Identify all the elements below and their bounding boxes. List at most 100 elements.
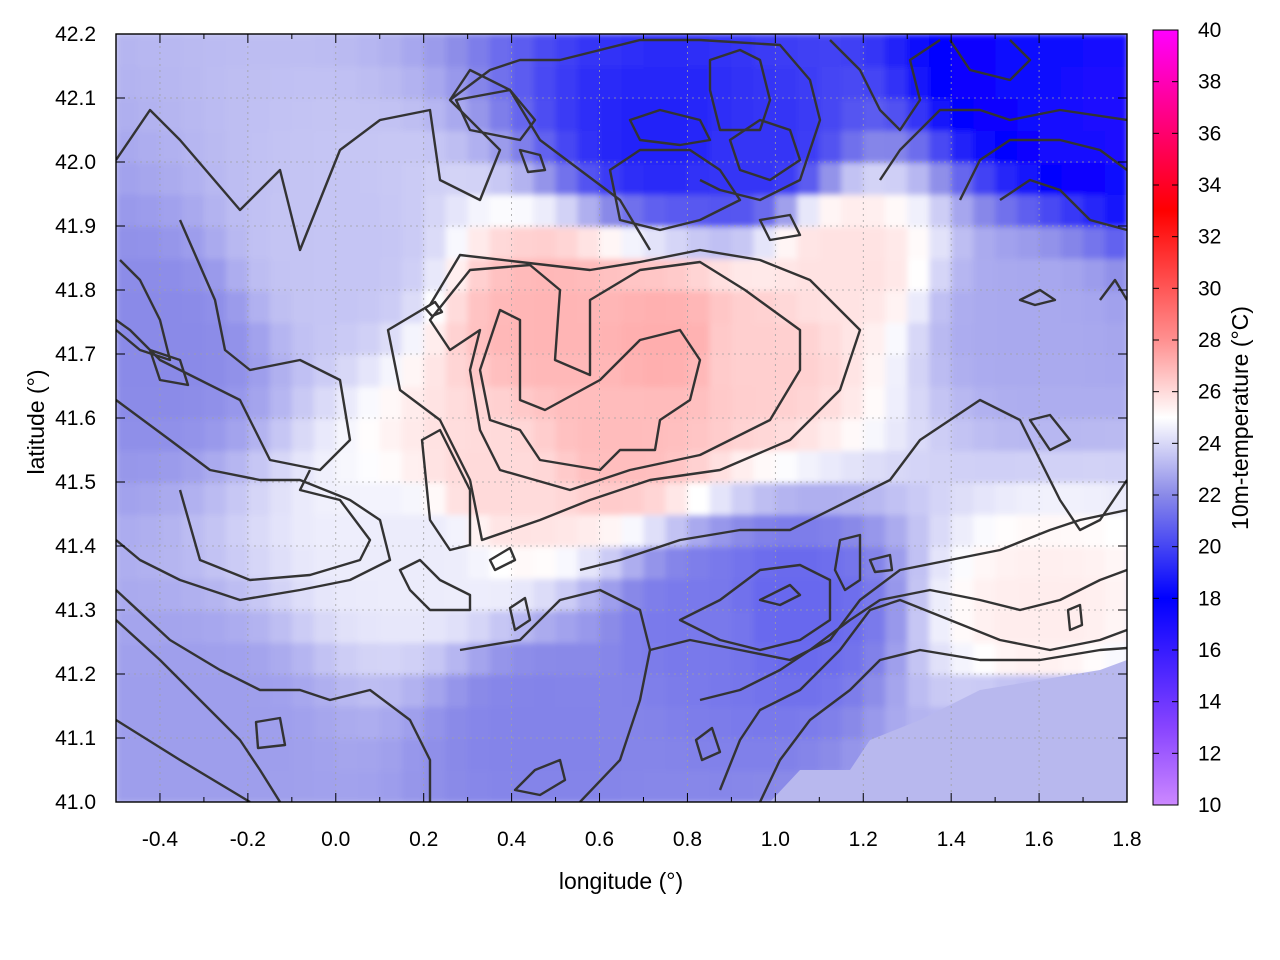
field-cell [797,290,821,323]
field-cell [1039,34,1063,67]
field-cell [1061,482,1085,515]
field-cell [379,34,403,67]
field-cell [907,418,931,451]
field-cell [929,66,953,99]
field-cell [401,354,425,387]
field-cell [775,450,799,483]
field-cell [533,34,557,67]
field-cell [1017,546,1041,579]
field-cell [489,482,513,515]
field-cell [1105,194,1127,227]
field-cell [379,674,403,707]
field-cell [291,98,315,131]
field-cell [797,98,821,131]
contour-line [1018,288,1057,307]
field-cell [313,514,337,547]
field-cell [665,290,689,323]
field-cell [489,354,513,387]
field-cell [1039,226,1063,259]
y-tick-label: 42.2 [55,23,96,46]
field-cell [775,674,799,707]
field-cell [1017,194,1041,227]
field-cell [357,738,381,771]
field-cell [225,386,249,419]
field-cell [973,514,997,547]
field-cell [797,482,821,515]
field-cell [555,610,579,643]
field-cell [841,322,865,355]
field-cell [401,130,425,163]
contour-line [116,68,652,252]
field-cell [907,610,931,643]
field-cell [247,450,271,483]
field-cell [907,386,931,419]
field-cell [313,450,337,483]
y-tick-label: 41.3 [55,599,96,622]
field-cell [599,34,623,67]
field-cell [357,770,381,802]
field-cell [797,322,821,355]
field-cell [577,258,601,291]
field-cell [247,130,271,163]
field-cell [995,290,1019,323]
field-cell [225,322,249,355]
field-cell [1061,290,1085,323]
field-cell [687,34,711,67]
field-cell [841,162,865,195]
field-cell [599,386,623,419]
field-cell [709,418,733,451]
field-cell [555,194,579,227]
field-cell [797,610,821,643]
field-cell [181,98,205,131]
field-cell [951,98,975,131]
field-cell [863,34,887,67]
x-tick-label: 0.2 [409,828,438,851]
field-cell [1105,450,1127,483]
field-cell [138,66,161,99]
field-cell [379,258,403,291]
field-cell [1039,610,1063,643]
field-cell [533,98,557,131]
field-cell [225,578,249,611]
field-cell [599,514,623,547]
field-cell [160,386,183,419]
field-cell [138,514,161,547]
field-cell [951,610,975,643]
field-cell [489,738,513,771]
field-cell [379,578,403,611]
field-cell [577,546,601,579]
field-cell [621,674,645,707]
field-cell [643,706,667,739]
contour-line [708,48,772,132]
field-cell [731,130,755,163]
field-cell [687,226,711,259]
field-cell [1083,322,1106,355]
field-cell [423,450,447,483]
field-cell [160,290,183,323]
field-cell [1017,98,1041,131]
field-cell [731,546,755,579]
field-cell [511,162,535,195]
field-cell [951,162,975,195]
colorbar-tick-label: 10 [1198,794,1221,817]
field-cell [489,194,513,227]
field-cell [1017,354,1041,387]
field-cell [995,130,1019,163]
field-cell [269,770,293,802]
field-cell [116,642,139,675]
field-cell [841,450,865,483]
field-cell [929,98,953,131]
field-cells [116,34,1127,802]
field-cell [951,34,975,67]
field-cell [995,66,1019,99]
field-cell [467,162,491,195]
contour-line [868,553,894,574]
field-cell [445,290,469,323]
field-cell [1039,546,1063,579]
field-cell [357,162,381,195]
field-cell [929,610,953,643]
field-cell [555,258,579,291]
contour-line [116,259,172,362]
field-cell [819,674,843,707]
field-cell [665,674,689,707]
